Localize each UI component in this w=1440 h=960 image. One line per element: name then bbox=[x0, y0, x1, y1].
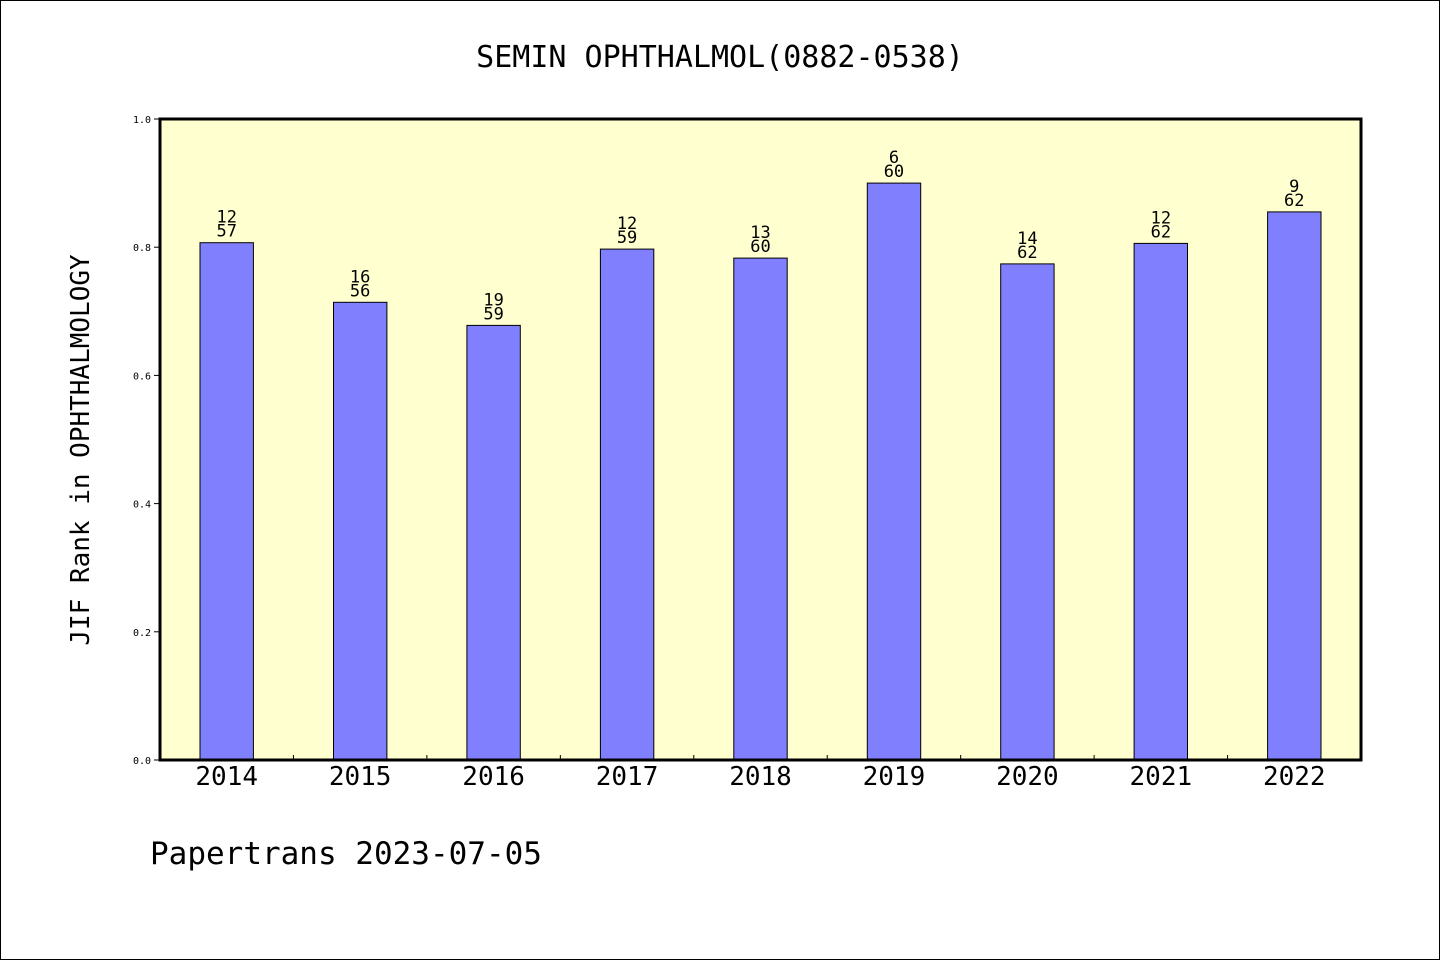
y-tick-label: 0.4 bbox=[133, 500, 151, 511]
x-tick-label: 2016 bbox=[462, 762, 525, 792]
y-tick-label: 0.8 bbox=[133, 243, 151, 254]
footer-text: Papertrans 2023-07-05 bbox=[150, 836, 542, 872]
data-label-total: 60 bbox=[750, 237, 770, 257]
data-label-total: 59 bbox=[483, 304, 503, 324]
data-label-rank: 12 bbox=[1151, 208, 1171, 228]
x-tick-label: 2022 bbox=[1263, 762, 1326, 792]
data-label-rank: 13 bbox=[750, 223, 770, 243]
x-tick-label: 2020 bbox=[996, 762, 1059, 792]
data-label-rank: 12 bbox=[617, 214, 637, 234]
bar-2022 bbox=[1267, 211, 1322, 761]
x-tick-label: 2021 bbox=[1130, 762, 1193, 792]
data-label-total: 62 bbox=[1151, 222, 1171, 242]
data-label-rank: 9 bbox=[1289, 177, 1299, 197]
bar-2014 bbox=[199, 242, 254, 761]
data-label-rank: 14 bbox=[1017, 229, 1037, 249]
data-label-total: 62 bbox=[1284, 191, 1304, 211]
y-axis-title: JIF Rank in OPHTHALMOLOGY bbox=[66, 254, 96, 646]
data-label-rank: 6 bbox=[889, 148, 899, 168]
x-axis: 2014 2015 2016 2017 2018 2019 2020 2021 2022 bbox=[195, 755, 1326, 792]
data-label-total: 62 bbox=[1017, 243, 1037, 263]
data-label-total: 60 bbox=[884, 162, 904, 182]
y-tick-label: 1.0 bbox=[133, 115, 151, 126]
data-label-total: 56 bbox=[350, 281, 370, 301]
plot-frame bbox=[158, 117, 1363, 762]
bar-2021 bbox=[1133, 242, 1188, 761]
data-label-rank: 12 bbox=[216, 208, 236, 228]
data-label-rank: 19 bbox=[483, 290, 503, 310]
x-tick-label: 2015 bbox=[329, 762, 392, 792]
bar-2016 bbox=[466, 324, 521, 761]
data-label-total: 57 bbox=[216, 222, 236, 242]
x-tick-label: 2019 bbox=[863, 762, 926, 792]
bar-2019 bbox=[866, 182, 922, 761]
y-axis: 0.0 0.2 0.4 0.6 0.8 1.0 bbox=[133, 115, 160, 767]
data-label-total: 59 bbox=[617, 228, 637, 248]
chart-title: SEMIN OPHTHALMOL(0882-0538) bbox=[476, 40, 964, 75]
bar-2017 bbox=[599, 248, 655, 761]
x-tick-label: 2014 bbox=[195, 762, 258, 792]
bars-group bbox=[199, 182, 1322, 761]
x-tick-label: 2017 bbox=[596, 762, 659, 792]
bar-2018 bbox=[733, 257, 788, 761]
y-tick-label: 0.6 bbox=[133, 371, 151, 382]
y-tick-label: 0.2 bbox=[133, 628, 151, 639]
bar-2015 bbox=[333, 301, 388, 761]
y-tick-label: 0.0 bbox=[133, 756, 151, 767]
bar-2020 bbox=[1000, 263, 1055, 761]
data-label-rank: 16 bbox=[350, 267, 370, 287]
x-tick-label: 2018 bbox=[729, 762, 792, 792]
